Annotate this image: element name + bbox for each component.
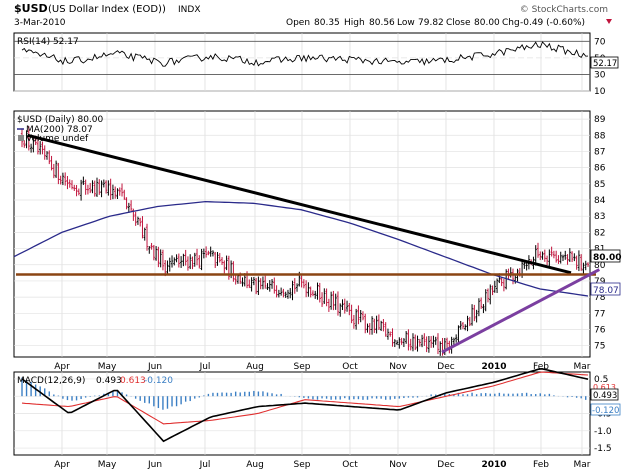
x-tick-label: Oct [342, 362, 358, 372]
y-tick-label: 89 [594, 115, 606, 125]
x-tick-label: Dec [437, 362, 454, 372]
x-tick-label: May [98, 362, 117, 372]
price-legend: $USD (Daily) 80.00 [17, 115, 104, 125]
x-tick-label: Feb [533, 362, 549, 372]
x-tick-label: Mar [574, 362, 591, 372]
y-tick-label: 79 [594, 277, 606, 287]
price-plot [13, 126, 601, 356]
macd-plot [21, 367, 589, 443]
low-value: 79.82 [418, 18, 444, 28]
chg-value: -0.49 (-0.60%) [520, 18, 585, 28]
macd-line [21, 367, 589, 443]
close-label: Close [446, 18, 471, 28]
macd-signal-tag: 0.613 [593, 383, 616, 392]
y-tick-label: 82 [594, 228, 605, 238]
x-tick-label: Apr [54, 362, 70, 372]
x-tick-label: Nov [389, 362, 407, 372]
x-tick-label: Aug [246, 362, 264, 372]
high-label: High [344, 18, 365, 28]
y-tick-label: 87 [594, 147, 605, 157]
y-tick-label: 78 [594, 293, 606, 303]
header-exchange: INDX [178, 5, 200, 15]
rsi-legend: RSI(14) 52.17 [17, 37, 79, 47]
ma-tag: 78.07 [593, 286, 619, 296]
rsi-plot [21, 41, 589, 67]
macd-legend-macd: 0.493 [96, 376, 122, 386]
x-tick-label: Jul [199, 460, 211, 470]
x-tick-label: Mar [574, 460, 591, 470]
y-tick-label: 86 [594, 164, 606, 174]
chg-label: Chg [502, 18, 520, 28]
y-tick-label: 10 [594, 87, 606, 97]
open-value: 80.35 [314, 18, 340, 28]
x-tick-label: Nov [389, 460, 407, 470]
y-tick-label: 70 [594, 37, 606, 47]
y-tick-label: -1.5 [594, 444, 612, 454]
close-tag-box [590, 249, 621, 263]
y-tick-label: 80 [594, 261, 606, 271]
macd-legend-signal: 0.613 [120, 376, 146, 386]
rsi-line [21, 41, 589, 67]
y-tick-label: 83 [594, 212, 605, 222]
uptrend-line [441, 268, 601, 354]
close-tag: 80.00 [593, 253, 621, 263]
x-tick-label: 2010 [481, 460, 506, 470]
x-tick-label: Apr [54, 460, 70, 470]
x-tick-label: Sep [294, 460, 311, 470]
y-tick-label: -1.0 [594, 427, 612, 437]
x-tick-label: May [98, 460, 117, 470]
downtrend-line [27, 133, 572, 275]
macd-legend-label: MACD(12,26,9) [17, 376, 85, 386]
x-tick-label: Jun [147, 362, 162, 372]
down-arrow-icon [606, 19, 612, 24]
volume-legend-swatch [18, 135, 24, 141]
macd-hist-tag: -0.120 [592, 406, 619, 416]
macd-value-tag: 0.493 [593, 391, 617, 401]
low-label: Low [397, 18, 415, 28]
y-tick-label: 85 [594, 180, 605, 190]
macd-value-tag-box [590, 388, 619, 401]
header-symbol[interactable]: $USD [14, 2, 48, 15]
watermark: © StockCharts.com [520, 5, 608, 15]
y-tick-label: 0.5 [594, 375, 608, 385]
x-tick-label: Feb [533, 460, 549, 470]
grid-lines [14, 33, 590, 455]
x-tick-label: Jul [199, 362, 211, 372]
rsi-value-tag-box [590, 56, 619, 69]
y-tick-label: 75 [594, 342, 605, 352]
high-value: 80.56 [369, 18, 395, 28]
y-tick-label: 81 [594, 245, 605, 255]
macd-hist-tag-box [590, 403, 621, 416]
header-date: 3-Mar-2010 [14, 18, 66, 28]
y-tick-label: 30 [594, 70, 606, 80]
y-tick-label: 77 [594, 309, 605, 319]
x-tick-label: 2010 [481, 362, 506, 372]
macd-signal-line [21, 371, 589, 425]
x-tick-label: Sep [294, 362, 311, 372]
macd-legend-hist: -0.120 [144, 376, 173, 386]
volume-legend: Volume undef [26, 134, 89, 144]
ma-legend: MA(200) 78.07 [26, 125, 93, 135]
y-tick-label: 76 [594, 325, 606, 335]
y-tick-label: 84 [594, 196, 606, 206]
x-tick-label: Dec [437, 460, 454, 470]
ma-tag-box [590, 282, 621, 296]
x-tick-label: Jun [147, 460, 162, 470]
x-tick-label: Oct [342, 460, 358, 470]
close-value: 80.00 [474, 18, 500, 28]
rsi-value-tag: 52.17 [593, 59, 617, 69]
x-tick-label: Aug [246, 460, 264, 470]
header-name: (US Dollar Index (EOD)) [48, 4, 166, 15]
y-tick-label: 88 [594, 131, 606, 141]
open-label: Open [286, 18, 310, 28]
